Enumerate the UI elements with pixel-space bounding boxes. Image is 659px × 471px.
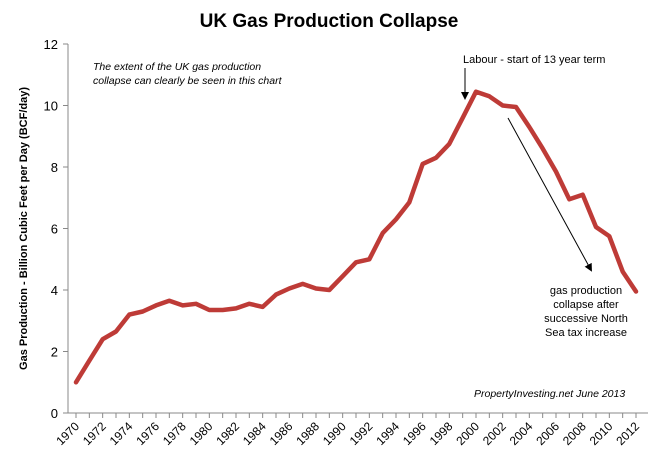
x-tick-label: 1996: [400, 419, 429, 448]
source-annotation: PropertyInvesting.net June 2013: [474, 388, 625, 400]
y-axis-label: Gas Production - Billion Cubic Feet per …: [18, 87, 30, 370]
x-tick-label: 2000: [453, 419, 482, 448]
collapse-annotation-line: gas production: [550, 285, 622, 297]
intro-annotation-line: collapse can clearly be seen in this cha…: [93, 75, 283, 87]
collapse-annotation-line: collapse after: [553, 299, 619, 311]
x-tick-label: 1978: [160, 419, 189, 448]
x-tick-label: 1982: [213, 419, 242, 448]
y-tick-label: 12: [44, 37, 58, 52]
x-tick-label: 2006: [533, 419, 562, 448]
labour-annotation: Labour - start of 13 year term: [463, 54, 605, 66]
intro-annotation-line: The extent of the UK gas production: [93, 61, 261, 73]
x-tick-label: 1972: [80, 419, 109, 448]
x-tick-label: 1986: [267, 419, 296, 448]
y-tick-label: 8: [51, 160, 58, 175]
x-tick-label: 1974: [107, 419, 136, 448]
x-tick-label: 2004: [507, 419, 536, 448]
collapse-annotation-line: Sea tax increase: [545, 327, 627, 339]
x-tick-label: 2002: [480, 419, 509, 448]
x-tick-label: 1970: [53, 419, 82, 448]
x-tick-label: 1976: [133, 419, 162, 448]
x-tick-label: 1988: [293, 419, 322, 448]
x-tick-label: 2012: [613, 419, 642, 448]
x-tick-label: 1984: [240, 419, 269, 448]
collapse-annotation-line: successive North: [544, 313, 628, 325]
x-tick-label: 1990: [320, 419, 349, 448]
x-tick-label: 2008: [560, 419, 589, 448]
y-tick-label: 0: [51, 406, 58, 421]
y-tick-label: 4: [51, 283, 58, 298]
y-tick-label: 10: [44, 99, 58, 114]
x-tick-label: 1998: [427, 419, 456, 448]
chart-title: UK Gas Production Collapse: [200, 11, 459, 32]
y-tick-label: 6: [51, 222, 58, 237]
x-tick-label: 1980: [187, 419, 216, 448]
x-tick-label: 1992: [347, 419, 376, 448]
y-tick-label: 2: [51, 345, 58, 360]
x-tick-label: 2010: [587, 419, 616, 448]
x-tick-label: 1994: [373, 419, 402, 448]
